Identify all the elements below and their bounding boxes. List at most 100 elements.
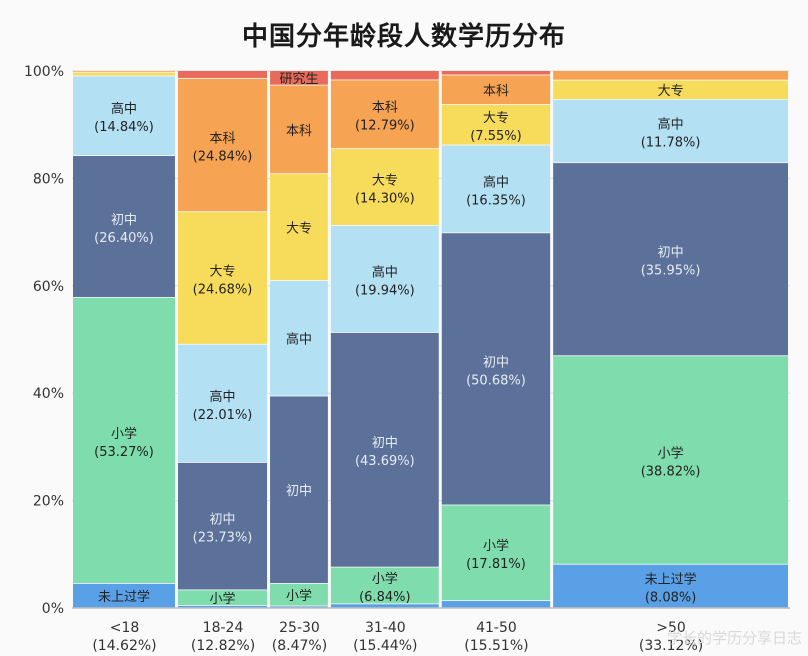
segment-label: 大专 [372, 173, 398, 188]
x-tick-label: 31-40 [365, 620, 406, 636]
segment-percent-label: (19.94%) [355, 283, 415, 298]
segment-label: 小学 [210, 591, 236, 607]
x-share-label: (33.12%) [639, 638, 703, 654]
column->50: 未上过学 (8.08%) 小学 (38.82%) 初中 (35.95%) 高中 (11.78%… [553, 71, 788, 608]
segment-高中 [270, 280, 328, 396]
segment-小学 [73, 297, 175, 584]
segment-小学 [330, 567, 439, 604]
segment-本科 [73, 71, 175, 72]
segment-大专 [270, 174, 328, 281]
segment-初中 [177, 462, 268, 590]
segment-label: 大专 [658, 84, 684, 99]
segment-percent-label: (38.82%) [641, 464, 701, 479]
segment-percent-label: (50.68%) [466, 373, 526, 388]
column-31-40: 小学 (6.84%) 初中 (43.69%) 高中 (19.94%) 大专 (14.30%) 本… [330, 71, 439, 608]
segment-初中 [73, 156, 175, 297]
segment-percent-label: (24.68%) [193, 282, 253, 297]
segment-label: 高中 [658, 116, 684, 132]
segment-label: 小学 [658, 445, 684, 461]
segment-大专 [553, 80, 788, 100]
y-tick-label: 100% [24, 64, 64, 80]
segment-label: 初中 [210, 513, 236, 528]
watermark: 学长的学历分享日志 [666, 629, 802, 647]
column-25-30: 小学 初中 高中 大专 本科 研究生 [270, 71, 328, 608]
segment-研究生 [330, 71, 439, 80]
segment-label: 高中 [286, 332, 312, 348]
x-tick-label: >50 [656, 620, 686, 636]
segment-label: 小学 [372, 571, 398, 587]
segment-percent-label: (8.08%) [645, 590, 696, 605]
segment-percent-label: (11.78%) [641, 135, 701, 150]
segment-label: 初中 [658, 246, 684, 261]
y-tick-label: 20% [33, 494, 64, 510]
segment-大专 [330, 149, 439, 226]
x-tick-label: 41-50 [476, 620, 517, 636]
segment-本科 [553, 71, 788, 80]
segment-研究生 [270, 71, 328, 85]
segment-label: 初中 [286, 484, 312, 499]
segment-高中 [553, 99, 788, 163]
segment-label: 高中 [372, 264, 398, 280]
segment-本科 [441, 75, 551, 105]
segment-大专 [177, 212, 268, 344]
column-41-50: 小学 (17.81%) 初中 (50.68%) 高中 (16.35%) 大专 (7.55%) 本… [441, 71, 551, 608]
x-tick-label: 25-30 [279, 620, 320, 636]
segment-label: 初中 [111, 213, 137, 228]
segment-本科 [177, 78, 268, 212]
segment-percent-label: (14.84%) [94, 120, 154, 135]
segment-percent-label: (6.84%) [359, 590, 410, 605]
segment-percent-label: (24.84%) [193, 149, 253, 164]
segment-大专 [441, 104, 551, 145]
chart-title: 中国分年龄段人数学历分布 [241, 22, 566, 52]
segment-label: 未上过学 [98, 589, 150, 605]
segment-初中 [270, 396, 328, 584]
y-tick-label: 60% [33, 279, 64, 295]
segment-未上过学 [177, 605, 268, 608]
x-share-label: (15.44%) [353, 638, 417, 654]
segment-label: 大专 [210, 264, 236, 279]
segment-percent-label: (17.81%) [466, 557, 526, 572]
segment-label: 初中 [483, 355, 509, 370]
segment-小学 [177, 590, 268, 606]
segment-label: 小学 [286, 588, 312, 604]
segment-小学 [441, 505, 551, 601]
segment-label: 本科 [372, 101, 398, 116]
segment-未上过学 [73, 583, 175, 608]
segment-percent-label: (43.69%) [355, 454, 415, 469]
y-tick-label: 0% [42, 601, 64, 617]
segment-本科 [270, 85, 328, 174]
segment-percent-label: (12.79%) [355, 119, 415, 134]
segment-label: 大专 [483, 111, 509, 126]
column-<18: 未上过学 小学 (53.27%) 初中 (26.40%) 高中 (14.84%) [73, 71, 175, 608]
segment-label: 未上过学 [645, 571, 697, 587]
x-tick-label: <18 [110, 620, 140, 636]
segment-percent-label: (23.73%) [193, 531, 253, 546]
segment-未上过学 [330, 604, 439, 608]
segment-label: 高中 [111, 101, 137, 117]
segment-未上过学 [553, 564, 788, 608]
segment-label: 小学 [111, 426, 137, 442]
segment-高中 [73, 76, 175, 156]
segment-高中 [330, 225, 439, 333]
segment-未上过学 [441, 601, 551, 608]
x-share-label: (12.82%) [191, 638, 255, 654]
segment-label: 研究生 [279, 72, 318, 87]
segment-label: 初中 [372, 436, 398, 451]
x-tick-label: 18-24 [203, 620, 244, 636]
x-share-label: (15.51%) [464, 638, 528, 654]
column-18-24: 小学 初中 (23.73%) 高中 (22.01%) 大专 (24.68%) 本科 (24.84… [177, 71, 268, 608]
y-tick-label: 40% [33, 386, 64, 402]
segment-percent-label: (16.35%) [466, 193, 526, 208]
segment-高中 [441, 145, 551, 233]
y-tick-label: 80% [33, 171, 64, 187]
segment-percent-label: (35.95%) [641, 264, 701, 279]
segment-未上过学 [270, 606, 328, 608]
segment-label: 高中 [210, 389, 236, 405]
segment-label: 大专 [286, 222, 312, 237]
segment-percent-label: (22.01%) [193, 408, 253, 423]
segment-percent-label: (26.40%) [94, 231, 154, 246]
segment-初中 [553, 163, 788, 356]
segment-label: 高中 [483, 174, 509, 190]
